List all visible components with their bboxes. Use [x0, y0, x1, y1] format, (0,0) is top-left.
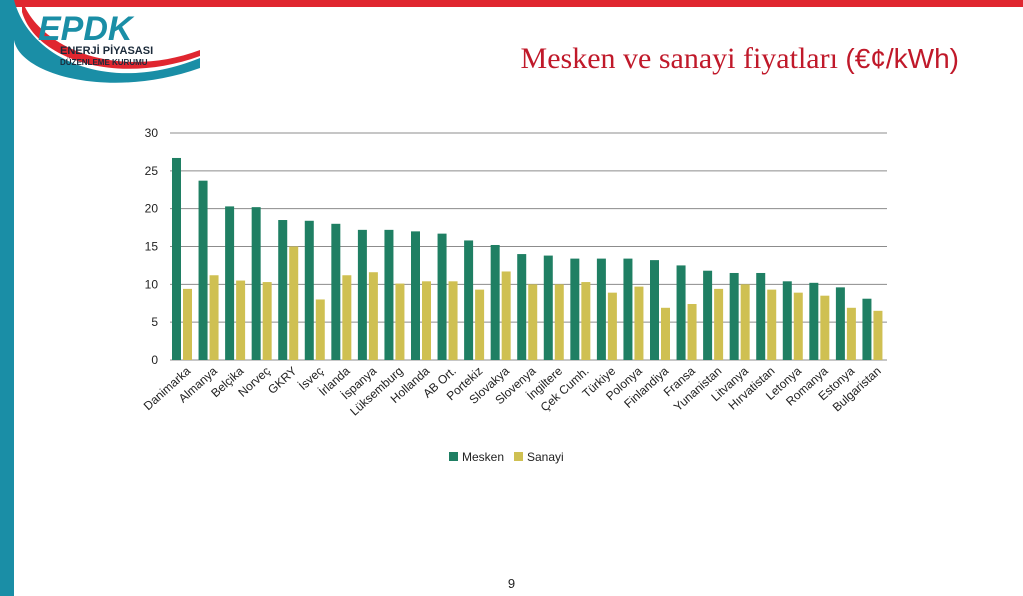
bar-sanayi: [289, 246, 299, 360]
bar-mesken: [464, 240, 474, 360]
bar-sanayi: [475, 289, 485, 360]
bar-mesken: [437, 233, 447, 360]
y-tick-label: 15: [145, 240, 159, 254]
bar-mesken: [225, 206, 235, 360]
y-tick-label: 5: [151, 315, 158, 329]
bar-sanayi: [634, 286, 644, 360]
bar-mesken: [570, 258, 580, 360]
bar-mesken: [357, 229, 367, 360]
logo-line-1: ENERJİ PİYASASI: [60, 44, 153, 57]
bar-mesken: [251, 207, 261, 360]
y-tick-label: 25: [145, 164, 159, 178]
bar-mesken: [172, 157, 181, 360]
legend-swatch: [514, 452, 523, 461]
bar-sanayi: [501, 271, 511, 360]
bar-sanayi: [209, 275, 219, 360]
bar-sanayi: [422, 281, 431, 360]
x-tick-label: GKRY: [265, 364, 299, 397]
bar-sanayi: [395, 283, 405, 360]
bar-mesken: [862, 298, 872, 360]
bar-sanayi: [554, 284, 564, 360]
bar-sanayi: [714, 288, 724, 360]
legend-swatch: [449, 452, 458, 461]
bar-sanayi: [873, 310, 883, 360]
bar-sanayi: [820, 295, 830, 360]
y-tick-label: 10: [145, 277, 159, 291]
bar-mesken: [756, 272, 766, 360]
slide-title-unit: (€¢/kWh): [845, 43, 959, 74]
bar-mesken: [835, 287, 845, 360]
svg-text:EPDK: EPDK: [38, 10, 135, 48]
bar-mesken: [411, 231, 420, 360]
bar-sanayi: [581, 282, 591, 360]
bar-sanayi: [448, 281, 458, 360]
bar-sanayi: [342, 275, 352, 360]
bar-mesken: [278, 220, 288, 360]
bar-sanayi: [661, 307, 670, 360]
bar-sanayi: [528, 284, 538, 360]
page-number: 9: [507, 576, 516, 591]
bar-mesken: [676, 265, 686, 360]
bar-mesken: [729, 272, 739, 360]
bar-sanayi: [262, 282, 272, 360]
slide-title-main: Mesken ve sanayi fiyatları: [520, 42, 838, 75]
bar-mesken: [782, 281, 792, 360]
logo-line-2: DÜZENLEME KURUMU: [60, 58, 148, 67]
bar-mesken: [517, 254, 527, 360]
bar-mesken: [596, 258, 606, 360]
y-tick-label: 0: [151, 353, 158, 367]
bar-sanayi: [607, 292, 617, 360]
bar-mesken: [198, 180, 208, 360]
bar-mesken: [490, 244, 500, 360]
bar-sanayi: [687, 304, 697, 360]
bar-mesken: [304, 220, 314, 360]
legend-label: Sanayi: [527, 450, 564, 464]
bar-mesken: [809, 282, 819, 360]
bar-mesken: [331, 223, 341, 360]
bar-sanayi: [767, 289, 777, 360]
legend-label: Mesken: [462, 450, 504, 464]
bar-mesken: [384, 229, 394, 360]
bar-mesken: [703, 270, 713, 360]
top-accent-bar: [0, 0, 1023, 7]
bar-sanayi: [368, 272, 378, 360]
bar-sanayi: [236, 280, 246, 360]
bar-sanayi: [740, 284, 750, 360]
bar-sanayi: [315, 299, 325, 360]
slide-title: Mesken ve sanayi fiyatları (€¢/kWh): [521, 42, 959, 76]
bar-sanayi: [793, 292, 803, 360]
bar-sanayi: [183, 288, 192, 360]
left-accent-bar: [0, 0, 14, 596]
bar-sanayi: [846, 307, 856, 360]
epdk-logo: EPDK ENERJİ PİYASASI DÜZENLEME KURUMU: [0, 0, 200, 95]
bar-mesken: [623, 258, 633, 360]
y-tick-label: 20: [145, 202, 159, 216]
bar-mesken: [543, 255, 553, 360]
bar-mesken: [650, 260, 659, 360]
y-tick-label: 30: [145, 126, 159, 140]
